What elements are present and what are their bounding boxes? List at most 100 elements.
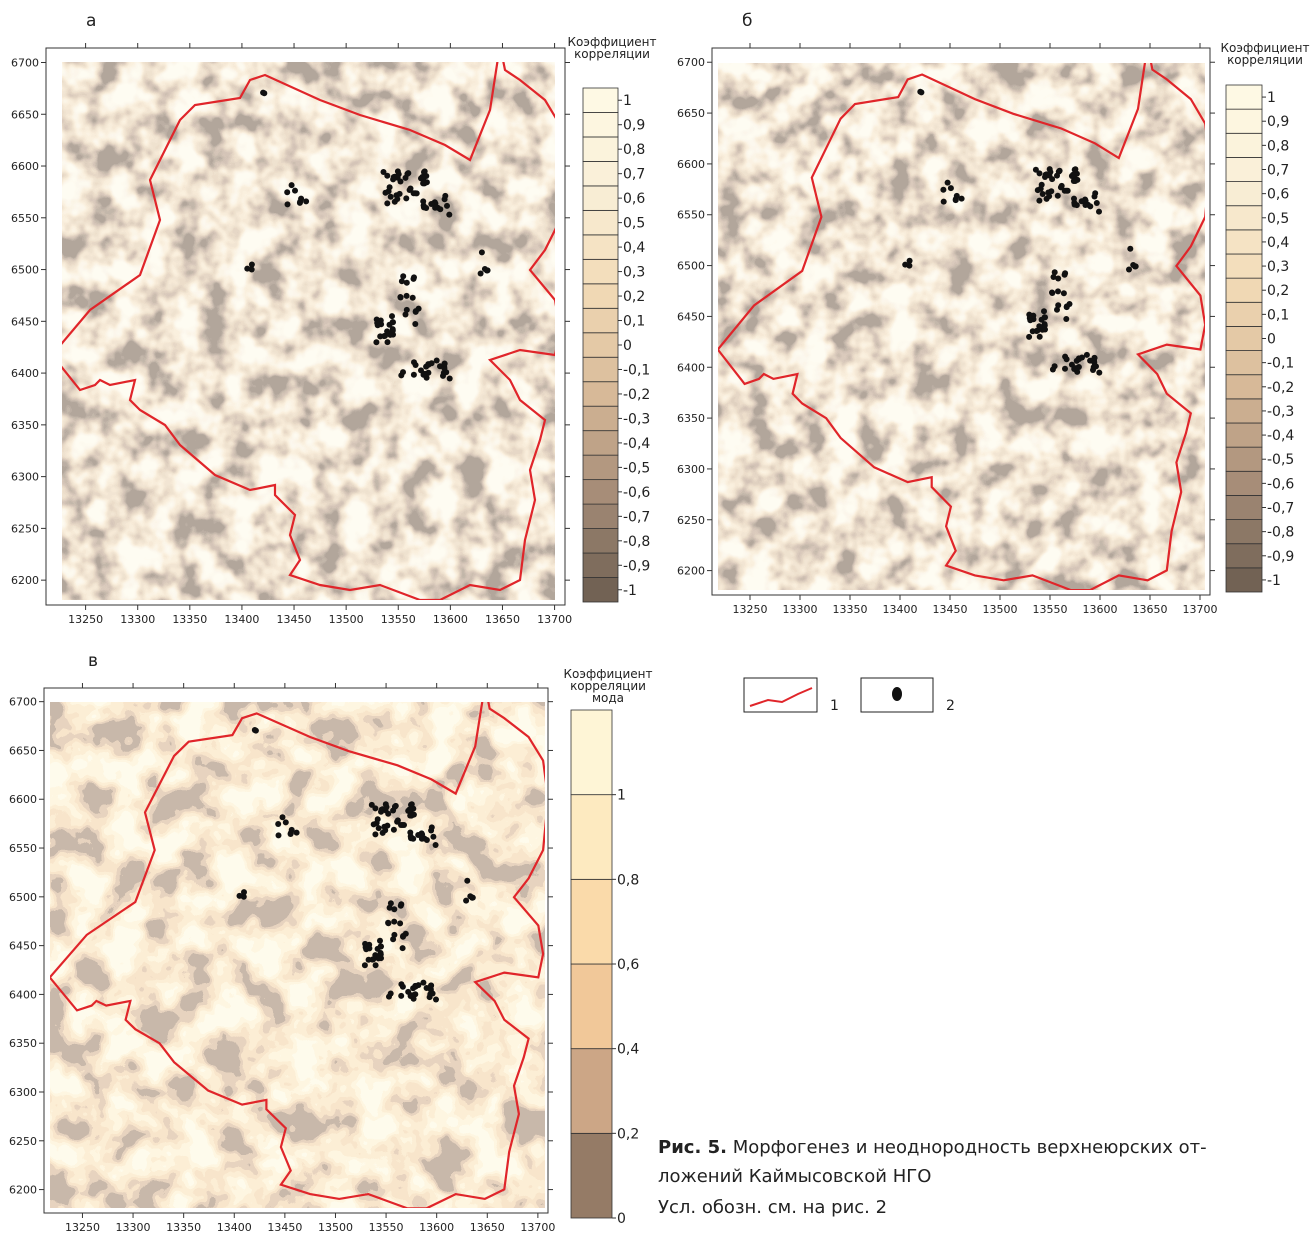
x-tick-label: 13600	[419, 1221, 454, 1234]
colorbar-cell	[571, 879, 612, 964]
well	[400, 984, 406, 990]
colorbar-cell	[1226, 278, 1262, 302]
well	[400, 822, 406, 828]
legend-dot	[892, 687, 902, 701]
x-tick-label: 13250	[733, 603, 768, 616]
well	[1037, 170, 1043, 176]
well	[403, 195, 409, 201]
legend-box	[744, 678, 817, 712]
map-field	[62, 62, 555, 600]
colorbar-cell	[583, 333, 618, 357]
y-tick-label: 6350	[11, 419, 39, 432]
well	[1039, 182, 1045, 188]
colorbar-label: 1	[1267, 90, 1276, 106]
colorbar-label: -0,4	[623, 436, 650, 452]
well	[275, 821, 281, 827]
y-tick-label: 6700	[9, 696, 37, 709]
well	[1026, 334, 1032, 340]
x-tick-label: 13350	[833, 603, 868, 616]
well	[388, 991, 394, 997]
well	[388, 900, 394, 906]
x-tick-label: 13650	[1133, 603, 1168, 616]
colorbar-label: -0,2	[623, 387, 650, 403]
well	[1040, 191, 1046, 197]
colorbar-cell	[583, 137, 618, 161]
well	[400, 273, 406, 279]
caption-figure: Рис. 5.	[658, 1137, 727, 1158]
colorbar-label: 0,8	[623, 142, 645, 158]
colorbar-cell	[583, 578, 618, 602]
colorbar-cell	[571, 964, 612, 1049]
colorbar-label: 0,8	[1267, 138, 1289, 154]
colorbar-label: 0,7	[623, 167, 645, 183]
well	[1092, 355, 1098, 361]
figure: 1 2 Рис. 5. Морфогенез и неоднородность …	[0, 0, 1316, 1252]
well	[395, 817, 401, 823]
well	[442, 361, 448, 367]
well	[375, 816, 381, 822]
x-tick-label: 13400	[883, 603, 918, 616]
well	[422, 180, 428, 186]
x-tick-label: 13400	[217, 1221, 252, 1234]
well	[276, 832, 282, 838]
well	[244, 266, 250, 272]
well	[366, 957, 372, 963]
colorbar-label: 0,2	[623, 289, 645, 305]
caption-title: Морфогенез и неоднородность верхнеюрских…	[733, 1137, 1207, 1158]
well	[372, 952, 378, 958]
colorbar-label: -0,4	[1267, 428, 1294, 444]
well	[413, 362, 419, 368]
x-tick-label: 13500	[983, 603, 1018, 616]
well	[404, 307, 410, 313]
well	[396, 171, 402, 177]
well	[442, 193, 448, 199]
colorbar-label: 0,6	[1267, 187, 1289, 203]
well	[398, 179, 404, 185]
well	[411, 274, 417, 280]
well	[1092, 190, 1098, 196]
colorbar-cell	[571, 1049, 612, 1134]
well	[374, 320, 380, 326]
well	[409, 813, 415, 819]
x-tick-label: 13400	[224, 613, 259, 626]
well	[391, 827, 397, 833]
well	[384, 328, 390, 334]
y-tick-label: 6550	[11, 212, 39, 225]
well	[408, 992, 414, 998]
colorbar-cell	[571, 1133, 612, 1218]
well	[412, 190, 418, 196]
well	[371, 821, 377, 827]
x-tick-label: 13300	[783, 603, 818, 616]
well	[375, 946, 381, 952]
well	[1096, 209, 1102, 215]
x-tick-label: 13550	[1033, 603, 1068, 616]
x-tick-label: 13500	[318, 1221, 353, 1234]
well	[372, 831, 378, 837]
y-tick-label: 6300	[11, 471, 39, 484]
well	[377, 938, 383, 944]
colorbar-label: 0,6	[623, 191, 645, 207]
well	[1049, 290, 1055, 296]
well	[1127, 246, 1133, 252]
well	[397, 920, 403, 926]
colorbar-cell	[583, 553, 618, 577]
y-tick-label: 6450	[677, 310, 705, 323]
y-tick-label: 6500	[11, 264, 39, 277]
x-tick-label: 13250	[65, 1221, 100, 1234]
well	[1126, 267, 1132, 273]
well	[390, 176, 396, 182]
well	[463, 898, 469, 904]
well	[1072, 178, 1078, 184]
colorbar-label: 0,1	[1267, 307, 1289, 323]
colorbar-label: -0,6	[1267, 476, 1294, 492]
y-tick-label: 6400	[11, 367, 39, 380]
colorbar-cell	[1226, 399, 1262, 423]
well	[428, 983, 434, 989]
well	[397, 191, 403, 197]
x-tick-label: 13500	[329, 613, 364, 626]
colorbar-label: 0,4	[1267, 235, 1289, 251]
well	[400, 945, 406, 951]
well	[467, 893, 473, 899]
well	[446, 212, 452, 218]
colorbar-cell	[1226, 230, 1262, 254]
